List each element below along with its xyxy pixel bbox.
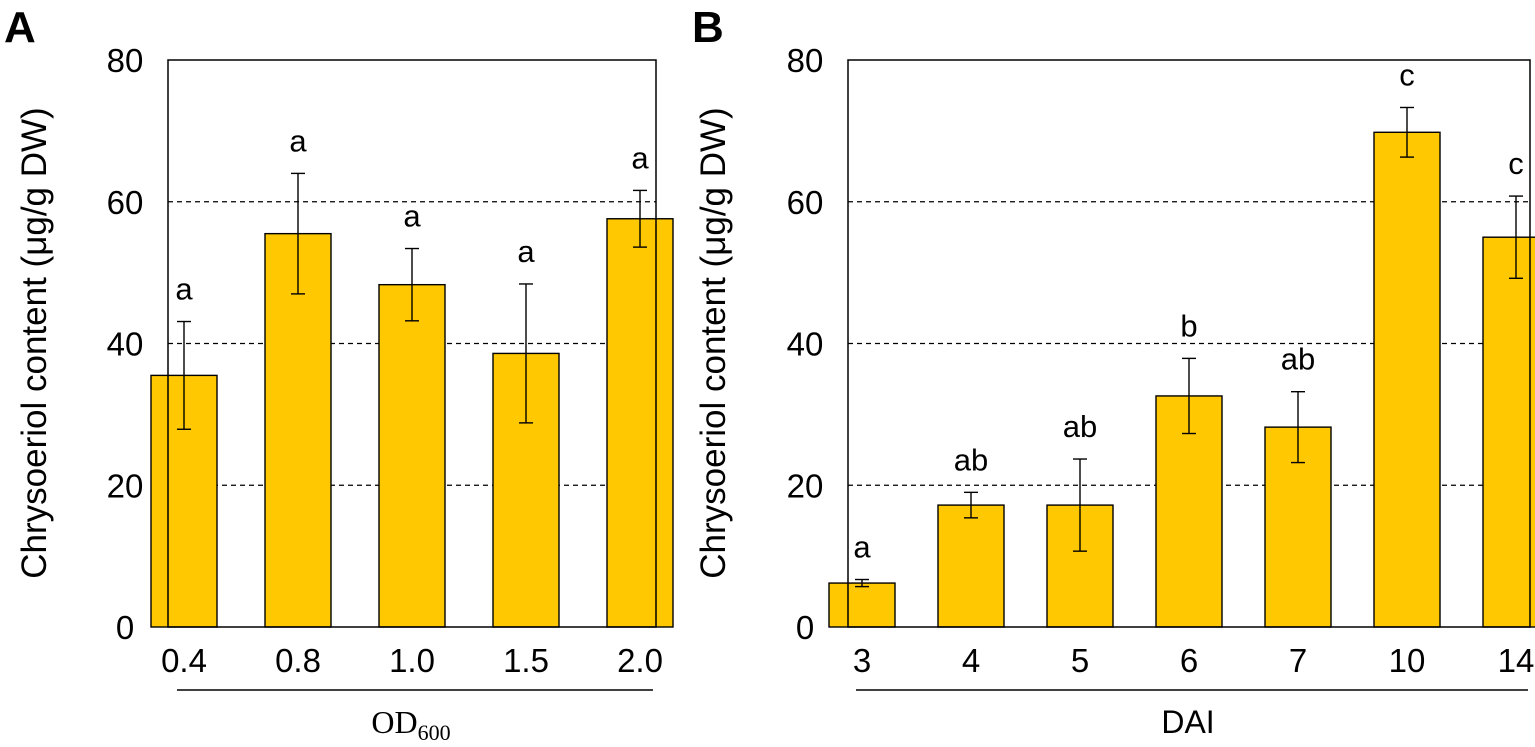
panel-a-x-tick-labels: 0.4 0.8 1.0 1.5 2.0: [161, 642, 663, 679]
panel-b-significance-labels: a ab ab b ab c c: [853, 57, 1523, 564]
y-tick-label: 40: [787, 326, 824, 363]
error-bar: [1182, 357, 1196, 435]
bar: [937, 504, 1005, 628]
x-tick-label: 1.5: [503, 642, 549, 679]
x-tick-label: 0.8: [275, 642, 321, 679]
y-tick-label: 40: [107, 326, 144, 363]
significance-label: a: [289, 123, 307, 158]
panel-a-x-axis-title-main: OD: [371, 704, 417, 740]
error-bar: [519, 283, 533, 424]
panel-a-y-axis-title: Chrysoeriol content (μg/g DW): [15, 107, 54, 578]
significance-label: ab: [1281, 342, 1315, 377]
significance-label: a: [517, 234, 535, 269]
x-tick-label: 3: [853, 642, 871, 679]
significance-label: a: [631, 140, 649, 175]
x-tick-label: 6: [1180, 642, 1198, 679]
error-bar: [855, 578, 869, 588]
error-bar: [1509, 195, 1523, 279]
panel-a-y-tick-labels: 0 20 40 60 80: [107, 42, 144, 646]
y-tick-label: 20: [107, 467, 144, 504]
panel-a-x-axis-title: OD600: [371, 704, 450, 745]
error-bar: [1400, 106, 1414, 158]
significance-label: c: [1508, 146, 1524, 181]
x-tick-label: 2.0: [617, 642, 663, 679]
x-tick-label: 10: [1389, 642, 1426, 679]
x-tick-label: 1.0: [389, 642, 435, 679]
panel-a-chart: A Chrysoeriol content (μg/g DW) a a a a a 0 2…: [4, 3, 674, 745]
panel-b-x-tick-labels: 3 4 5 6 7 10 14: [853, 642, 1535, 679]
significance-label: a: [853, 530, 871, 565]
bar: [606, 218, 674, 628]
bar: [1482, 236, 1535, 628]
x-tick-label: 0.4: [161, 642, 207, 679]
panel-b-plot-frame: [847, 59, 1531, 628]
y-tick-label: 80: [107, 42, 144, 79]
bar: [1155, 395, 1223, 628]
panel-b-chart: B Chrysoeriol content (μg/g DW) a ab ab b ab…: [692, 3, 1535, 740]
error-bar: [1291, 390, 1305, 464]
y-tick-label: 80: [787, 42, 824, 79]
panel-a-x-axis-title-subscript: 600: [418, 720, 451, 745]
bar: [1373, 131, 1441, 628]
panel-a-bars: [150, 218, 674, 628]
panel-a-error-bars: [177, 172, 647, 430]
panel-b-bars: [828, 131, 1535, 628]
panel-a-label: A: [4, 3, 36, 52]
panel-a-plot-frame: [167, 59, 657, 628]
y-tick-label: 60: [787, 184, 824, 221]
significance-label: ab: [1063, 409, 1097, 444]
error-bar: [964, 491, 978, 519]
panel-b-y-tick-labels: 0 20 40 60 80: [787, 42, 824, 646]
panel-a-significance-labels: a a a a a: [175, 123, 649, 306]
significance-label: a: [403, 199, 421, 234]
x-tick-label: 4: [962, 642, 980, 679]
significance-label: c: [1399, 57, 1415, 92]
y-tick-label: 20: [787, 467, 824, 504]
x-tick-label: 7: [1289, 642, 1307, 679]
panel-b-x-axis-title: DAI: [1161, 704, 1214, 740]
bar: [828, 582, 896, 628]
panel-b-error-bars: [855, 106, 1523, 588]
x-tick-label: 14: [1498, 642, 1535, 679]
significance-label: b: [1180, 308, 1197, 343]
error-bar: [291, 172, 305, 295]
error-bar: [1073, 458, 1087, 552]
x-tick-label: 5: [1071, 642, 1089, 679]
error-bar: [633, 189, 647, 248]
y-tick-label: 0: [796, 609, 814, 646]
y-tick-label: 60: [107, 184, 144, 221]
significance-label: ab: [954, 442, 988, 477]
panel-b-y-axis-title: Chrysoeriol content (μg/g DW): [694, 107, 733, 578]
y-tick-label: 0: [116, 609, 134, 646]
error-bar: [177, 320, 191, 430]
bar: [378, 283, 446, 628]
panel-b-label: B: [692, 3, 724, 52]
significance-label: a: [175, 272, 193, 307]
error-bar: [405, 247, 419, 322]
